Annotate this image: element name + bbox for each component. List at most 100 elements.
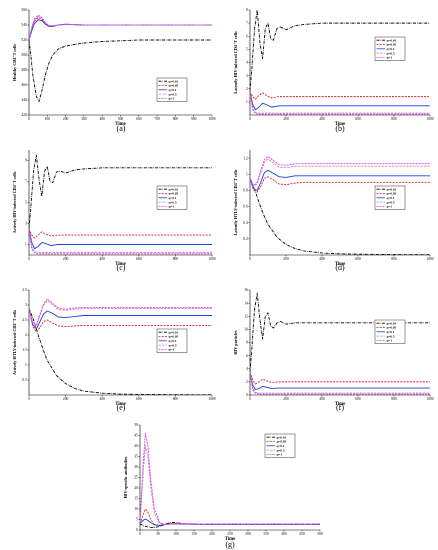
- y-tick-label: 15: [134, 497, 138, 501]
- y-tick-label: 50: [134, 423, 138, 427]
- x-tick-label: 200: [283, 397, 289, 401]
- legend-label: q=0.1: [387, 330, 395, 334]
- chart-panel-f: 0 200 400 600 800 1000 0 2 4 6 8 10 12 14 16 Time HIV pa…: [233, 288, 434, 412]
- y-tick-label: 2.5: [22, 318, 27, 322]
- x-tick-label: 800: [173, 257, 179, 261]
- x-tick-label: 350: [263, 532, 269, 536]
- legend: q=0.01q=0.05q=0.1q=0.5q=1: [264, 433, 296, 458]
- x-tick-label: 200: [63, 257, 69, 261]
- x-tick-label: 450: [299, 532, 305, 536]
- legend-label: q=0.05: [277, 440, 287, 444]
- legend-label: q=0.05: [387, 43, 397, 47]
- x-tick-label: 0: [28, 257, 30, 261]
- y-tick-label: 6: [246, 34, 248, 38]
- y-tick-label: 30: [134, 465, 138, 469]
- legend-label: q=1: [387, 205, 393, 209]
- x-tick-label: 200: [283, 117, 289, 121]
- y-tick-label: 0.6: [243, 205, 248, 209]
- x-tick-label: 400: [281, 532, 287, 536]
- x-tick-label: 150: [191, 532, 197, 536]
- series-line-q-0-05: [29, 307, 212, 333]
- series-line-q-0-1: [250, 91, 430, 111]
- x-tick-label: 800: [173, 117, 179, 121]
- panel-caption: (e): [117, 403, 126, 412]
- legend-label: q=0.1: [387, 196, 395, 200]
- y-tick-label: 500: [21, 53, 27, 57]
- legend-label: q=0.05: [169, 335, 179, 339]
- legend-label: q=1: [277, 453, 283, 457]
- x-tick-label: 400: [100, 397, 106, 401]
- legend-label: q=0.01: [277, 435, 287, 439]
- y-tick-label: 2: [246, 380, 248, 384]
- series-group: [250, 292, 430, 395]
- x-tick-label: 400: [319, 397, 325, 401]
- x-axis-label: Time: [335, 262, 346, 267]
- series-line-q-0-5: [29, 228, 212, 253]
- y-tick-label: 5: [136, 518, 138, 522]
- y-tick-label: 14: [244, 301, 248, 305]
- x-tick-label: 800: [391, 397, 397, 401]
- y-tick-label: 1: [246, 172, 248, 176]
- legend-label: q=1: [387, 339, 393, 343]
- axis-lines: [249, 10, 430, 116]
- panel-caption: (a): [117, 124, 126, 133]
- legend-box: [156, 77, 188, 102]
- x-tick-label: 250: [227, 532, 233, 536]
- series-line-q-0-01: [29, 39, 212, 102]
- series-line-q-1: [29, 228, 212, 255]
- series-line-q-0-01: [250, 178, 431, 255]
- y-tick-label: 1.5: [22, 348, 27, 352]
- x-tick-label: 1000: [208, 257, 215, 261]
- legend-label: q=0.1: [277, 444, 285, 448]
- y-tick-label: 0.4: [243, 221, 248, 225]
- series-line-q-0-1: [250, 169, 430, 191]
- legend: q=0.01q=0.05q=0.1q=0.5q=1: [156, 185, 188, 210]
- y-axis-label: HIV particles: [233, 330, 238, 355]
- legend-box: [374, 185, 406, 210]
- legend-label: q=0.5: [169, 200, 177, 204]
- series-line-q-0-1: [250, 371, 430, 391]
- y-tick-label: 0.2: [243, 237, 248, 241]
- y-tick-label: 0: [246, 393, 248, 397]
- x-tick-label: 0: [139, 532, 141, 536]
- x-axis-label: Time: [225, 537, 236, 542]
- legend-label: q=0.01: [387, 38, 397, 42]
- y-tick-label: 540: [21, 23, 27, 27]
- y-tick-label: 4: [246, 61, 248, 65]
- series-group: [140, 432, 320, 528]
- y-tick-label: 7: [25, 180, 27, 184]
- panel-caption: (c): [117, 263, 126, 272]
- x-tick-label: 900: [191, 117, 197, 121]
- legend: q=0.01q=0.05q=0.1q=0.5q=1: [374, 319, 406, 344]
- legend: q=0.01q=0.05q=0.1q=0.5q=1: [156, 77, 188, 102]
- series-line-q-1: [250, 156, 430, 186]
- x-tick-label: 1000: [208, 117, 215, 121]
- x-tick-label: 1000: [426, 257, 433, 261]
- legend-label: q=0.01: [169, 187, 179, 191]
- chart-panel-e: 0 200 400 600 800 1000 0.5 1 1.5 2 2.5 3 3.5 Time Acti…: [12, 288, 216, 412]
- series-line-q-0-1: [29, 307, 212, 330]
- legend-label: q=0.05: [169, 192, 179, 196]
- legend-label: q=0.1: [169, 88, 177, 92]
- legend-label: q=0.1: [387, 47, 395, 51]
- y-tick-label: 3.5: [22, 288, 27, 292]
- x-tick-label: 600: [355, 397, 361, 401]
- series-line-q-0-5: [140, 445, 320, 525]
- series-line-q-0-05: [29, 17, 212, 41]
- x-tick-label: 0: [28, 117, 30, 121]
- series-line-q-0-01: [29, 307, 213, 395]
- y-tick-label: 20: [134, 486, 138, 490]
- series-line-q-0-1: [29, 228, 212, 250]
- x-tick-label: 600: [355, 257, 361, 261]
- y-tick-label: 0.8: [243, 189, 248, 193]
- legend-label: q=0.01: [387, 187, 397, 191]
- series-line-q-0-05: [250, 371, 430, 385]
- chart-panel-c: 0 200 400 600 800 1000 1 3 5 7 9 Time Actively HIV-i…: [12, 150, 216, 272]
- x-tick-label: 200: [63, 397, 69, 401]
- y-tick-label: 2: [246, 87, 248, 91]
- y-tick-label: 16: [244, 288, 248, 292]
- x-tick-label: 400: [100, 117, 106, 121]
- legend-label: q=0.1: [169, 339, 177, 343]
- x-tick-label: 400: [319, 117, 325, 121]
- legend: q=0.01q=0.05q=0.1q=0.5q=1: [156, 328, 188, 353]
